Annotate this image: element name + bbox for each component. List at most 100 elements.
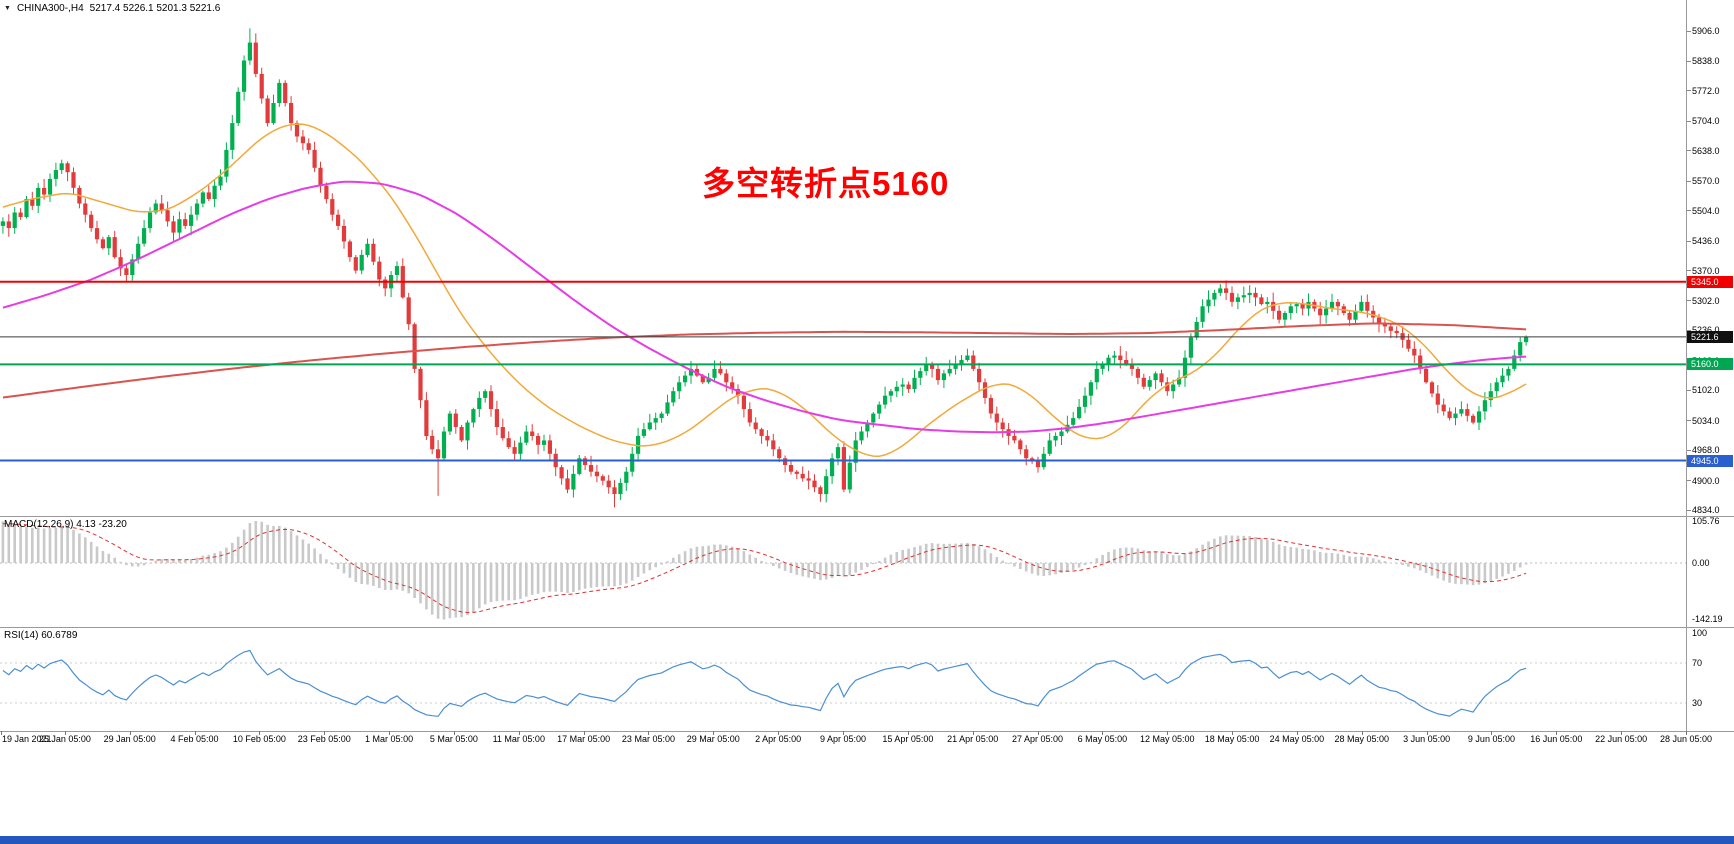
price-axis-label: 5302.0	[1692, 295, 1720, 306]
time-axis-tick	[64, 731, 66, 735]
symbol-timeframe-label: CHINA300-,H4	[16, 3, 84, 14]
price-axis-label: 4900.0	[1692, 475, 1720, 486]
macd-label: MACD(12,26,9) 4.13 -23.20	[4, 519, 127, 530]
time-axis-tick	[129, 731, 131, 735]
price-axis-tick	[1687, 180, 1691, 182]
price-axis-tick	[1687, 150, 1691, 152]
price-axis-tick	[1687, 60, 1691, 62]
price-axis-tick	[1687, 420, 1691, 422]
time-axis-label: 15 Apr 05:00	[882, 734, 934, 744]
time-axis-label: 4 Feb 05:00	[170, 734, 219, 744]
time-axis-tick	[1686, 731, 1687, 735]
annotation-text: 多空转折点5160	[702, 165, 950, 202]
time-axis-label: 25 Jan 05:00	[38, 734, 91, 744]
time-axis-tick	[907, 731, 909, 735]
price-chart-panel[interactable]: ▼ CHINA300-,H4 5217.4 5226.1 5201.3 5221…	[0, 0, 1686, 516]
time-axis-tick	[1491, 731, 1493, 735]
price-axis-tick	[1687, 30, 1691, 32]
time-axis-tick	[1, 731, 2, 735]
price-plot[interactable]	[0, 0, 1686, 516]
macd-signal-line	[2, 523, 1527, 614]
price-axis-tick	[1687, 90, 1691, 92]
rsi-axis-label: 70	[1692, 658, 1703, 668]
time-axis-label: 28 Jun 05:00	[1659, 734, 1713, 744]
time-axis-label: 19 Jan 2021	[2, 734, 52, 744]
time-axis-label: 28 May 05:00	[1334, 734, 1390, 744]
time-axis-tick	[518, 731, 520, 735]
macd-axis-label: -142.19	[1692, 614, 1723, 625]
time-axis-tick	[1361, 731, 1363, 735]
price-axis-label: 5370.0	[1692, 265, 1720, 276]
price-axis-tick	[1687, 240, 1691, 242]
time-axis-tick	[259, 731, 261, 735]
ma-mid-line	[2, 180, 1527, 434]
time-axis-label: 12 May 05:00	[1139, 734, 1195, 744]
price-tag-5160.0: 5160.0	[1687, 358, 1733, 371]
time-axis-line	[0, 731, 1734, 732]
rsi-plot[interactable]	[0, 628, 1686, 731]
time-axis-tick	[453, 731, 455, 735]
price-tag-4945.0: 4945.0	[1687, 454, 1733, 467]
time-axis[interactable]: 19 Jan 2021 25 Jan 05:00 29 Jan 05:00 4 Feb…	[0, 731, 1734, 746]
price-axis-tick	[1687, 389, 1691, 391]
panel-separator[interactable]	[0, 627, 1734, 628]
price-axis-label: 5102.0	[1692, 385, 1720, 396]
one-click-trading-expander-icon[interactable]: ▼	[4, 4, 11, 12]
time-axis-tick	[389, 731, 391, 735]
panel-separator[interactable]	[0, 516, 1734, 517]
price-axis-label: 5638.0	[1692, 145, 1720, 156]
chart-title: ▼ CHINA300-,H4 5217.4 5226.1 5201.3 5221…	[4, 3, 220, 14]
rsi-panel[interactable]: RSI(14) 60.6789	[0, 628, 1686, 731]
time-axis-tick	[843, 731, 844, 735]
time-axis-tick	[1232, 731, 1234, 735]
time-axis-label: 3 Jun 05:00	[1403, 734, 1451, 744]
macd-plot[interactable]	[0, 517, 1686, 626]
price-axis-label: 4968.0	[1692, 445, 1720, 456]
time-axis-tick	[1426, 731, 1428, 735]
price-axis-label: 5504.0	[1692, 205, 1720, 216]
price-tag-5221.6: 5221.6	[1687, 330, 1733, 343]
price-axis-tick	[1687, 329, 1691, 331]
time-axis-tick	[1621, 731, 1623, 735]
price-axis-tick	[1687, 480, 1691, 482]
time-axis-label: 24 May 05:00	[1269, 734, 1325, 744]
price-axis-label: 4834.0	[1692, 505, 1720, 516]
time-axis-label: 5 Mar 05:00	[429, 734, 478, 744]
price-axis-label: 5704.0	[1692, 116, 1720, 127]
time-axis-label: 29 Jan 05:00	[103, 734, 156, 744]
price-axis-tick	[1687, 300, 1691, 302]
candlestick-series	[0, 28, 1529, 508]
time-axis-label: 18 May 05:00	[1204, 734, 1260, 744]
time-axis-tick	[194, 731, 196, 735]
price-axis-separator	[1686, 0, 1687, 731]
price-axis-label: 5570.0	[1692, 176, 1720, 187]
time-axis-tick	[324, 731, 326, 735]
macd-panel[interactable]: MACD(12,26,9) 4.13 -23.20	[0, 517, 1686, 626]
rsi-line	[2, 649, 1527, 717]
price-axis[interactable]: 5906.0 5838.0 5772.0 5704.0 5638.0 5570.0 5504…	[1687, 0, 1734, 731]
time-axis-tick	[1037, 731, 1039, 735]
time-axis-label: 16 Jun 05:00	[1530, 734, 1583, 744]
ma-slow-line	[2, 322, 1527, 399]
time-axis-label: 22 Jun 05:00	[1595, 734, 1648, 744]
price-axis-tick	[1687, 210, 1691, 212]
price-axis-label: 5034.0	[1692, 415, 1720, 426]
time-axis-label: 10 Feb 05:00	[232, 734, 286, 744]
time-axis-label: 11 Mar 05:00	[492, 734, 545, 744]
time-axis-label: 2 Apr 05:00	[755, 734, 802, 744]
time-axis-label: 23 Mar 05:00	[621, 734, 675, 744]
time-axis-label: 23 Feb 05:00	[297, 734, 351, 744]
price-axis-label: 5436.0	[1692, 236, 1720, 247]
price-axis-tick	[1687, 449, 1691, 451]
macd-axis-label: 105.76	[1692, 515, 1720, 526]
time-axis-label: 9 Jun 05:00	[1467, 734, 1515, 744]
rsi-label: RSI(14) 60.6789	[4, 630, 78, 641]
time-axis-tick	[1556, 731, 1558, 735]
time-axis-tick	[713, 731, 715, 735]
price-axis-label: 5838.0	[1692, 56, 1720, 67]
time-axis-label: 27 Apr 05:00	[1012, 734, 1064, 744]
price-axis-label: 5906.0	[1692, 26, 1720, 37]
macd-axis-label: 0.00	[1692, 558, 1710, 568]
time-axis-label: 6 May 05:00	[1077, 734, 1128, 744]
